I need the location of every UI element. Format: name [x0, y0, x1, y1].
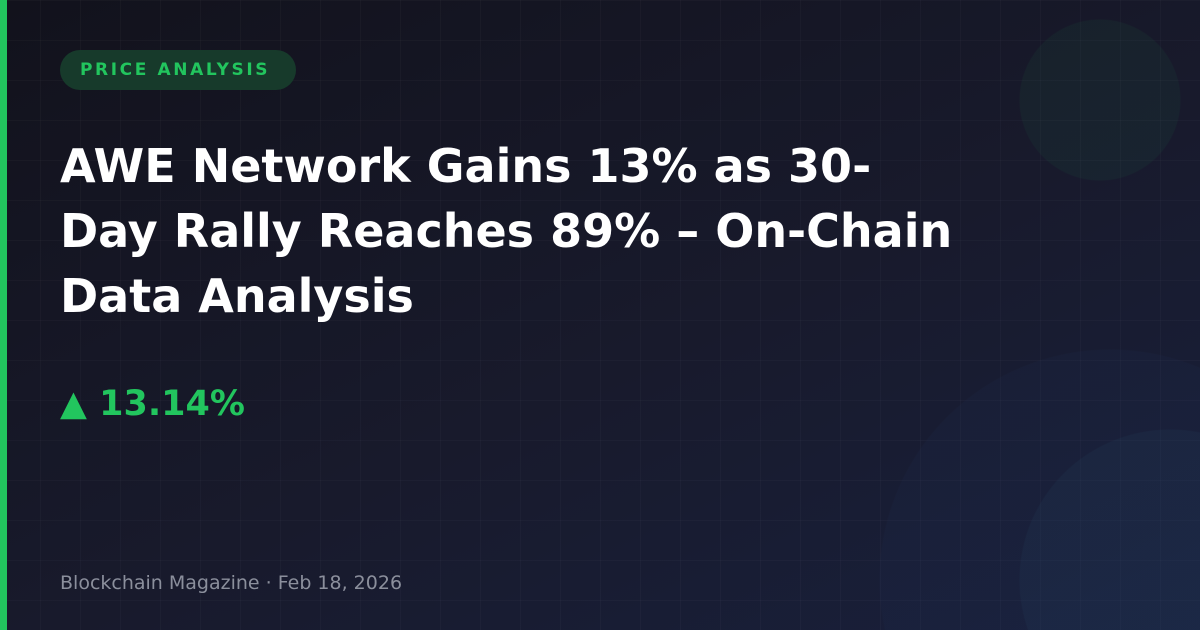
price-change: ▲ 13.14% [60, 380, 245, 428]
accent-bar [0, 0, 7, 630]
publish-date: Feb 18, 2026 [277, 572, 403, 594]
byline: Blockchain Magazine · Feb 18, 2026 [60, 570, 402, 596]
headline: AWE Network Gains 13% as 30-Day Rally Re… [60, 139, 953, 323]
publisher: Blockchain Magazine [60, 572, 260, 594]
category-label: PRICE ANALYSIS [80, 60, 271, 80]
category-badge: PRICE ANALYSIS [60, 50, 297, 90]
triangle-up-icon: ▲ [60, 384, 87, 424]
separator: · [265, 572, 272, 594]
price-change-value: 13.14% [99, 384, 245, 424]
